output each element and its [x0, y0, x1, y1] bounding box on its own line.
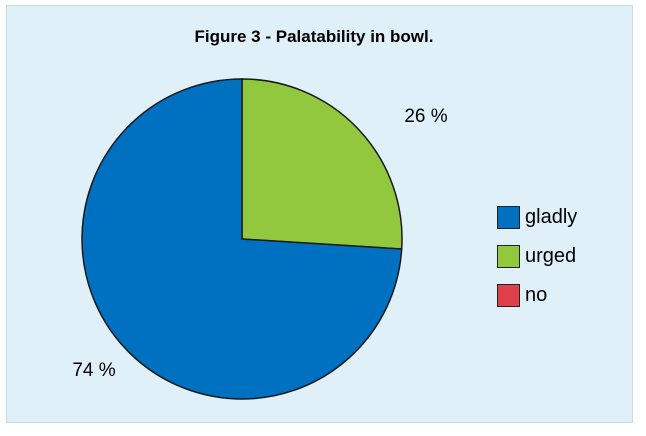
legend-swatch-urged	[497, 244, 520, 268]
chart-title: Figure 3 - Palatability in bowl.	[194, 27, 434, 46]
legend-label-gladly: gladly	[525, 205, 578, 228]
legend-swatch-gladly	[497, 205, 520, 229]
legend-swatch-no	[497, 283, 520, 307]
legend-item-urged: urged	[497, 241, 577, 271]
slice-label-urged: 26 %	[404, 106, 447, 127]
pie-slice-gladly	[81, 78, 403, 400]
legend-item-gladly: gladly	[497, 202, 577, 232]
legend-item-no: no	[497, 280, 577, 310]
legend-label-urged: urged	[525, 244, 577, 267]
legend-label-no: no	[525, 283, 548, 306]
pie-slice-urged	[241, 78, 403, 250]
legend: gladly urged no	[497, 202, 577, 319]
slice-label-gladly: 74 %	[72, 360, 115, 381]
